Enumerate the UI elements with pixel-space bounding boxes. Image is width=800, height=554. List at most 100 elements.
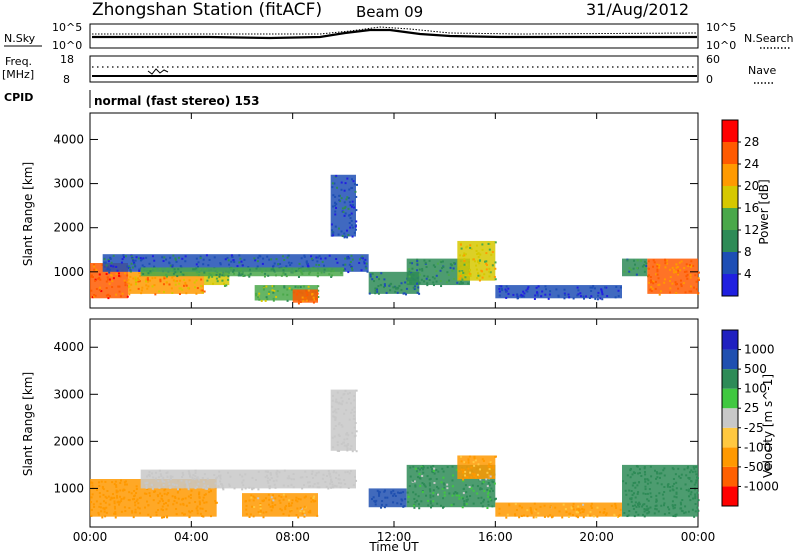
power-speckle: [351, 226, 354, 229]
power-speckle: [236, 265, 239, 268]
power-speckle: [226, 256, 229, 259]
power-speckle: [287, 261, 290, 264]
velocity-speckle: [278, 471, 281, 474]
power-speckle: [270, 268, 273, 271]
velocity-speckle: [124, 510, 127, 513]
velocity-speckle: [680, 487, 683, 490]
power-speckle: [141, 264, 144, 267]
velocity-speckle: [636, 492, 639, 495]
power-speckle: [460, 247, 463, 250]
power-speckle: [202, 263, 205, 266]
power-speckle: [656, 268, 659, 271]
power-speckle: [428, 279, 431, 282]
velocity-speckle: [257, 497, 260, 500]
power-speckle: [283, 285, 286, 288]
velocity-speckle: [120, 479, 123, 482]
power-speckle: [93, 295, 96, 298]
power-speckle: [378, 278, 381, 281]
velocity-speckle: [187, 470, 190, 473]
velocity-speckle: [430, 466, 433, 469]
velocity-speckle: [675, 491, 678, 494]
power-speckle: [375, 288, 378, 291]
velocity-speckle: [310, 497, 313, 500]
velocity-speckle: [486, 492, 489, 495]
power-speckle: [555, 288, 558, 291]
velocity-speckle: [448, 492, 451, 495]
power-speckle: [146, 277, 149, 280]
velocity-speckle: [674, 513, 677, 516]
power-speckle: [520, 293, 523, 296]
power-speckle: [131, 257, 134, 260]
power-speckle: [579, 295, 582, 298]
power-speckle: [159, 278, 162, 281]
velocity-speckle: [250, 496, 253, 499]
velocity-speckle: [248, 515, 251, 518]
power-speckle: [106, 294, 109, 297]
power-speckle: [695, 288, 698, 291]
velocity-speckle: [346, 437, 349, 440]
power-speckle: [426, 282, 429, 285]
velocity-speckle: [439, 504, 442, 507]
power-speckle: [195, 257, 198, 260]
velocity-speckle: [686, 467, 689, 470]
velocity-speckle: [655, 477, 658, 480]
velocity-speckle: [491, 505, 494, 508]
velocity-speckle: [562, 503, 565, 506]
power-speckle: [463, 259, 466, 262]
power-speckle: [328, 254, 331, 257]
velocity-speckle: [645, 508, 648, 511]
velocity-speckle: [663, 513, 666, 516]
power-speckle: [108, 282, 111, 285]
velocity-speckle: [479, 487, 482, 490]
velocity-speckle: [257, 511, 260, 514]
velocity-speckle: [184, 497, 187, 500]
velocity-speckle: [645, 505, 648, 508]
nave-label: Nave: [748, 64, 776, 77]
velocity-speckle: [418, 476, 421, 479]
velocity-speckle: [267, 503, 270, 506]
power-speckle: [577, 289, 580, 292]
velocity-speckle: [164, 502, 167, 505]
power-colorbar-swatch: [722, 252, 738, 274]
power-speckle: [674, 281, 677, 284]
velocity-speckle: [462, 471, 465, 474]
power-speckle: [199, 255, 202, 258]
power-speckle: [400, 288, 403, 291]
velocity-speckle: [635, 511, 638, 514]
velocity-speckle: [307, 481, 310, 484]
power-colorbar-swatch: [722, 164, 738, 186]
velocity-speckle: [215, 477, 218, 480]
power-speckle: [148, 269, 151, 272]
power-speckle: [441, 260, 444, 263]
velocity-speckle: [392, 489, 395, 492]
power-speckle: [563, 292, 566, 295]
power-speckle: [232, 269, 235, 272]
velocity-speckle: [248, 499, 251, 502]
velocity-speckle: [508, 503, 511, 506]
power-speckle: [138, 272, 141, 275]
velocity-speckle: [191, 477, 194, 480]
velocity-speckle: [537, 512, 540, 515]
power-colorbar-tick-label: 24: [744, 157, 759, 171]
velocity-speckle: [102, 507, 105, 510]
velocity-speckle: [161, 480, 164, 483]
velocity-speckle: [161, 505, 164, 508]
freq-unit-label: [MHz]: [2, 68, 34, 81]
power-speckle: [239, 274, 242, 277]
power-speckle: [413, 288, 416, 291]
power-speckle: [257, 296, 260, 299]
velocity-speckle: [166, 504, 169, 507]
velocity-speckle: [333, 470, 336, 473]
power-speckle: [340, 188, 343, 191]
velocity-speckle: [330, 480, 333, 483]
power-speckle: [643, 260, 646, 263]
power-speckle: [358, 258, 361, 261]
power-speckle: [324, 257, 327, 260]
velocity-speckle: [464, 470, 467, 473]
power-speckle: [423, 274, 426, 277]
velocity-speckle: [202, 486, 205, 489]
power-speckle: [297, 286, 300, 289]
velocity-speckle: [199, 507, 202, 510]
velocity-speckle: [450, 504, 453, 507]
velocity-speckle: [629, 497, 632, 500]
